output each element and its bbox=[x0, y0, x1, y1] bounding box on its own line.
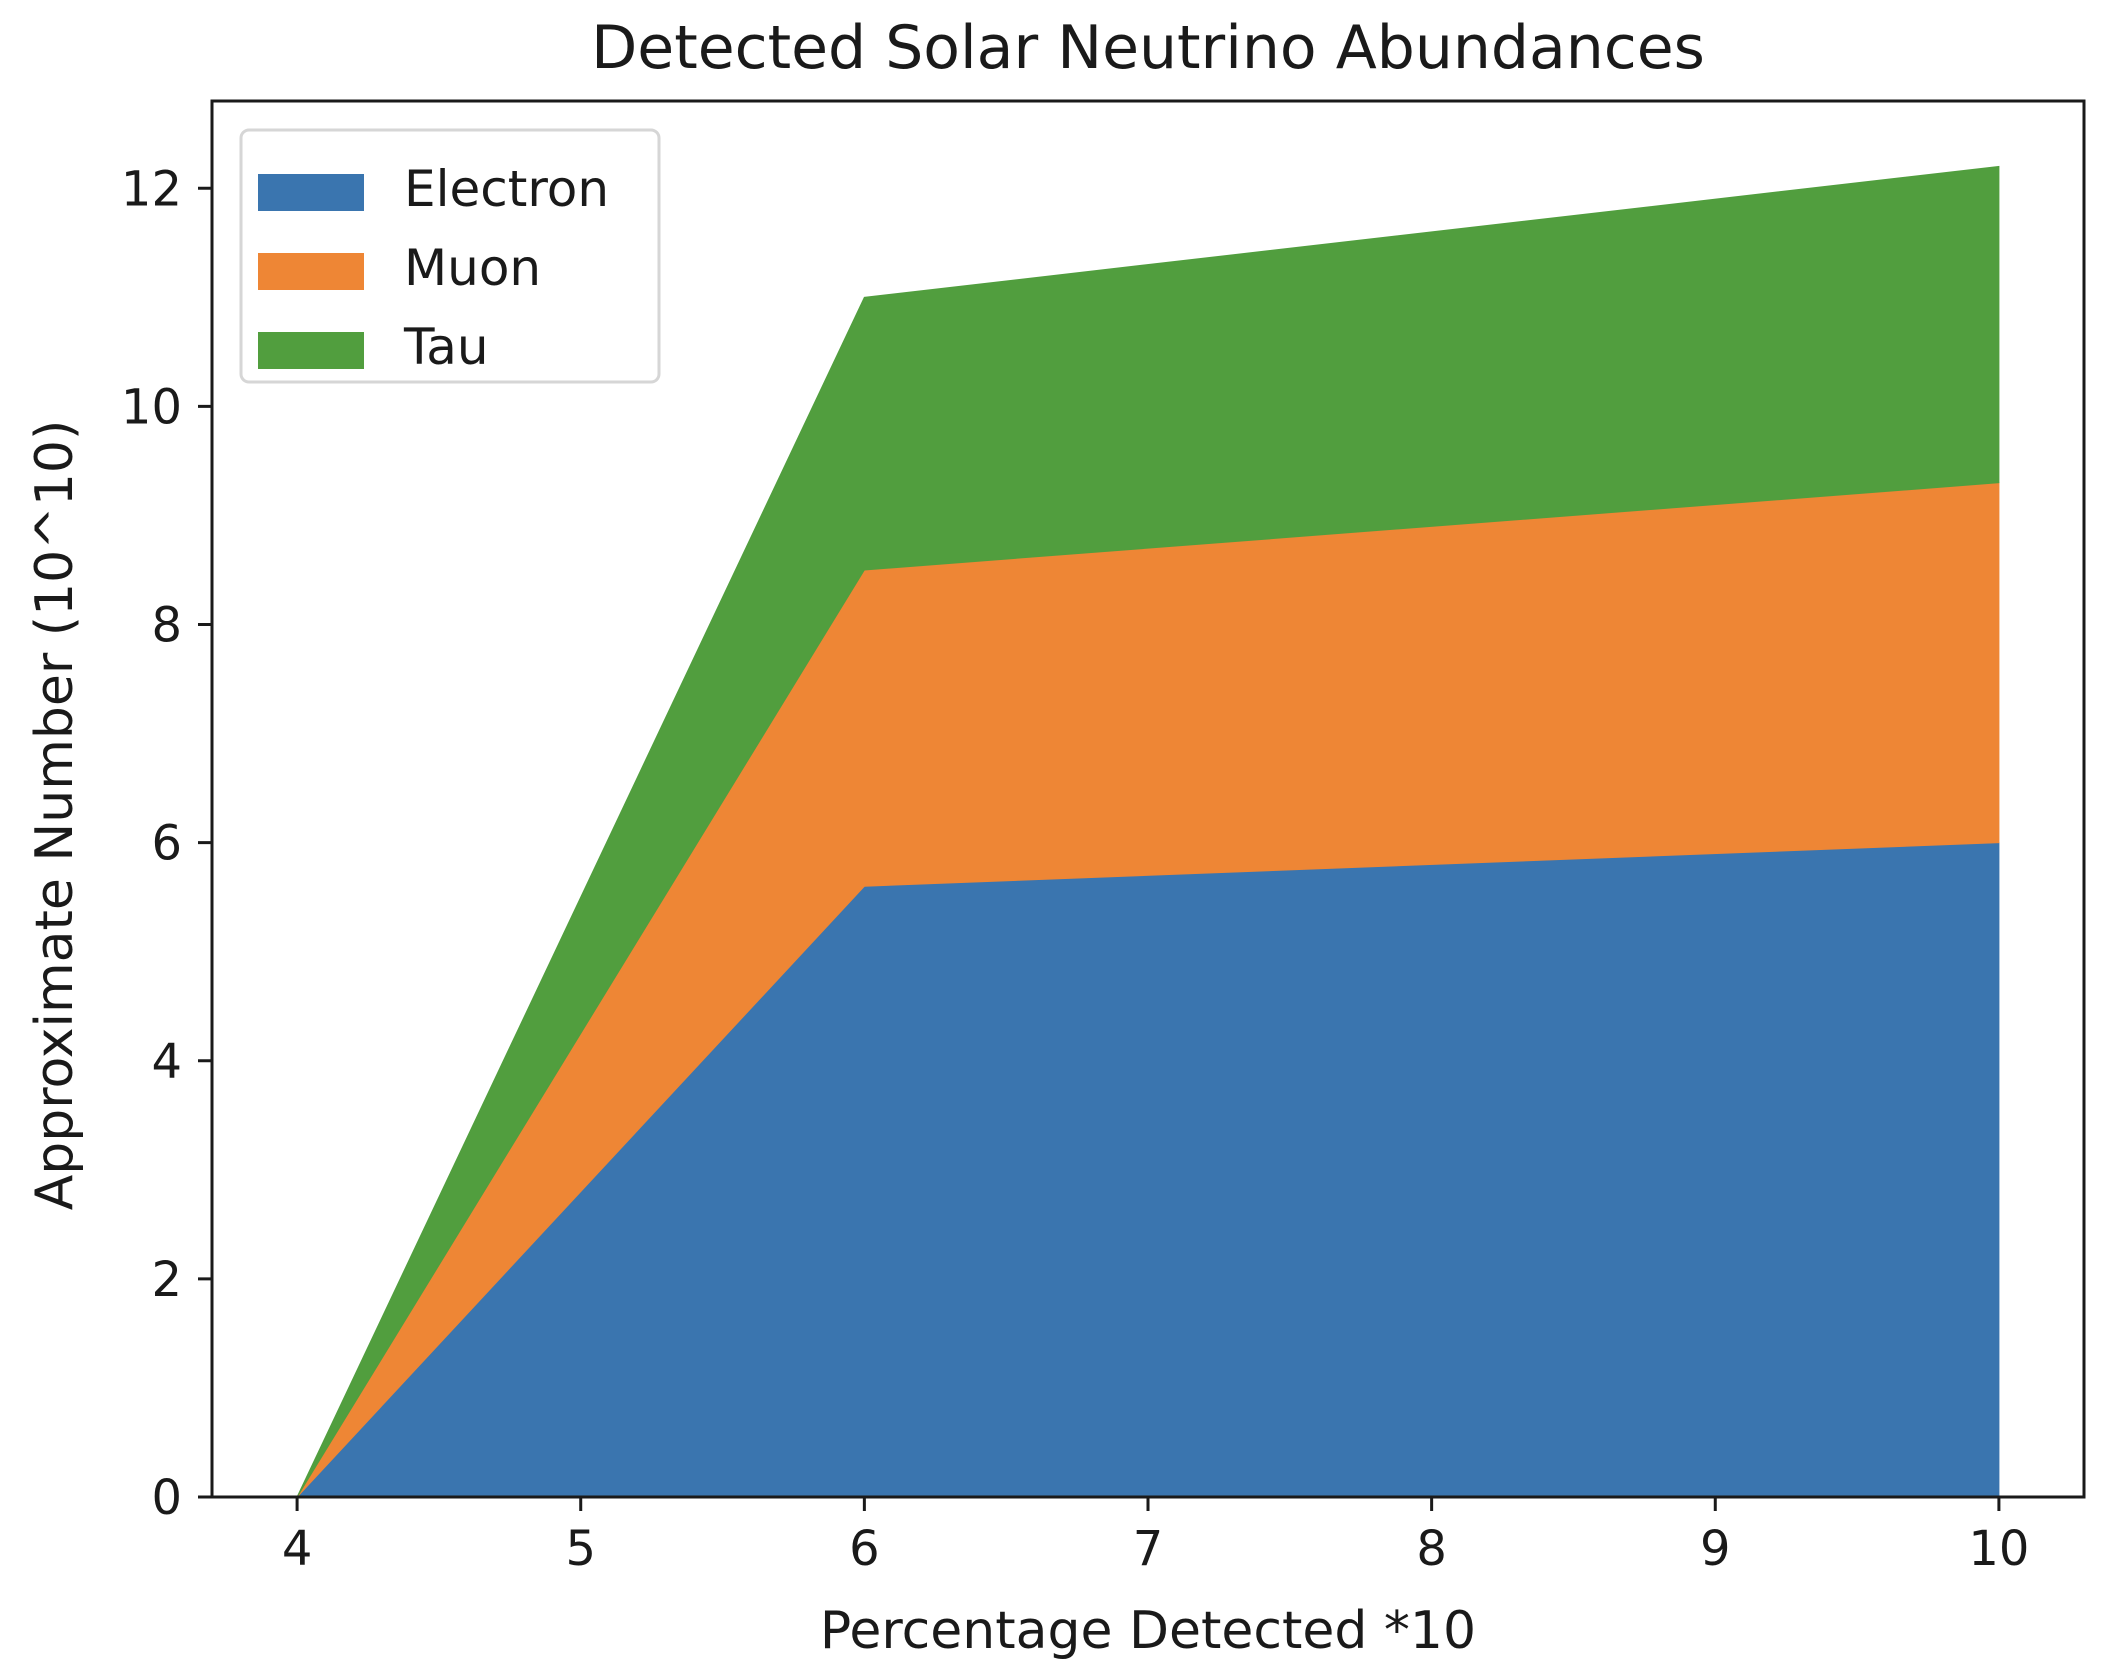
y-axis: 0 2 4 6 8 10 12 bbox=[121, 161, 212, 1526]
y-tick-label: 2 bbox=[151, 1252, 182, 1308]
x-tick-label: 5 bbox=[565, 1521, 596, 1577]
y-tick-label: 10 bbox=[121, 379, 182, 435]
x-tick-label: 8 bbox=[1416, 1521, 1447, 1577]
x-axis-label: Percentage Detected *10 bbox=[820, 1601, 1476, 1661]
chart-title: Detected Solar Neutrino Abundances bbox=[591, 13, 1705, 83]
legend-label-muon: Muon bbox=[404, 239, 541, 297]
x-tick-label: 10 bbox=[1968, 1521, 2029, 1577]
y-tick-label: 4 bbox=[151, 1034, 182, 1090]
x-axis: 4 5 6 7 8 9 10 bbox=[282, 1497, 2029, 1577]
legend-swatch-muon bbox=[258, 253, 364, 290]
legend-swatch-electron bbox=[258, 174, 364, 211]
y-tick-label: 8 bbox=[151, 598, 182, 654]
x-tick-label: 4 bbox=[282, 1521, 313, 1577]
y-tick-label: 12 bbox=[121, 161, 182, 217]
y-tick-label: 0 bbox=[151, 1470, 182, 1526]
y-tick-label: 6 bbox=[151, 816, 182, 872]
x-tick-label: 7 bbox=[1133, 1521, 1164, 1577]
x-tick-label: 9 bbox=[1700, 1521, 1731, 1577]
area-tau bbox=[296, 165, 2000, 1498]
legend-swatch-tau bbox=[258, 332, 364, 369]
legend: Electron Muon Tau bbox=[239, 128, 661, 384]
y-axis-label: Approximate Number (10^10) bbox=[25, 420, 85, 1211]
legend-label-tau: Tau bbox=[403, 318, 489, 376]
x-tick-label: 6 bbox=[849, 1521, 880, 1577]
legend-label-electron: Electron bbox=[404, 160, 609, 218]
